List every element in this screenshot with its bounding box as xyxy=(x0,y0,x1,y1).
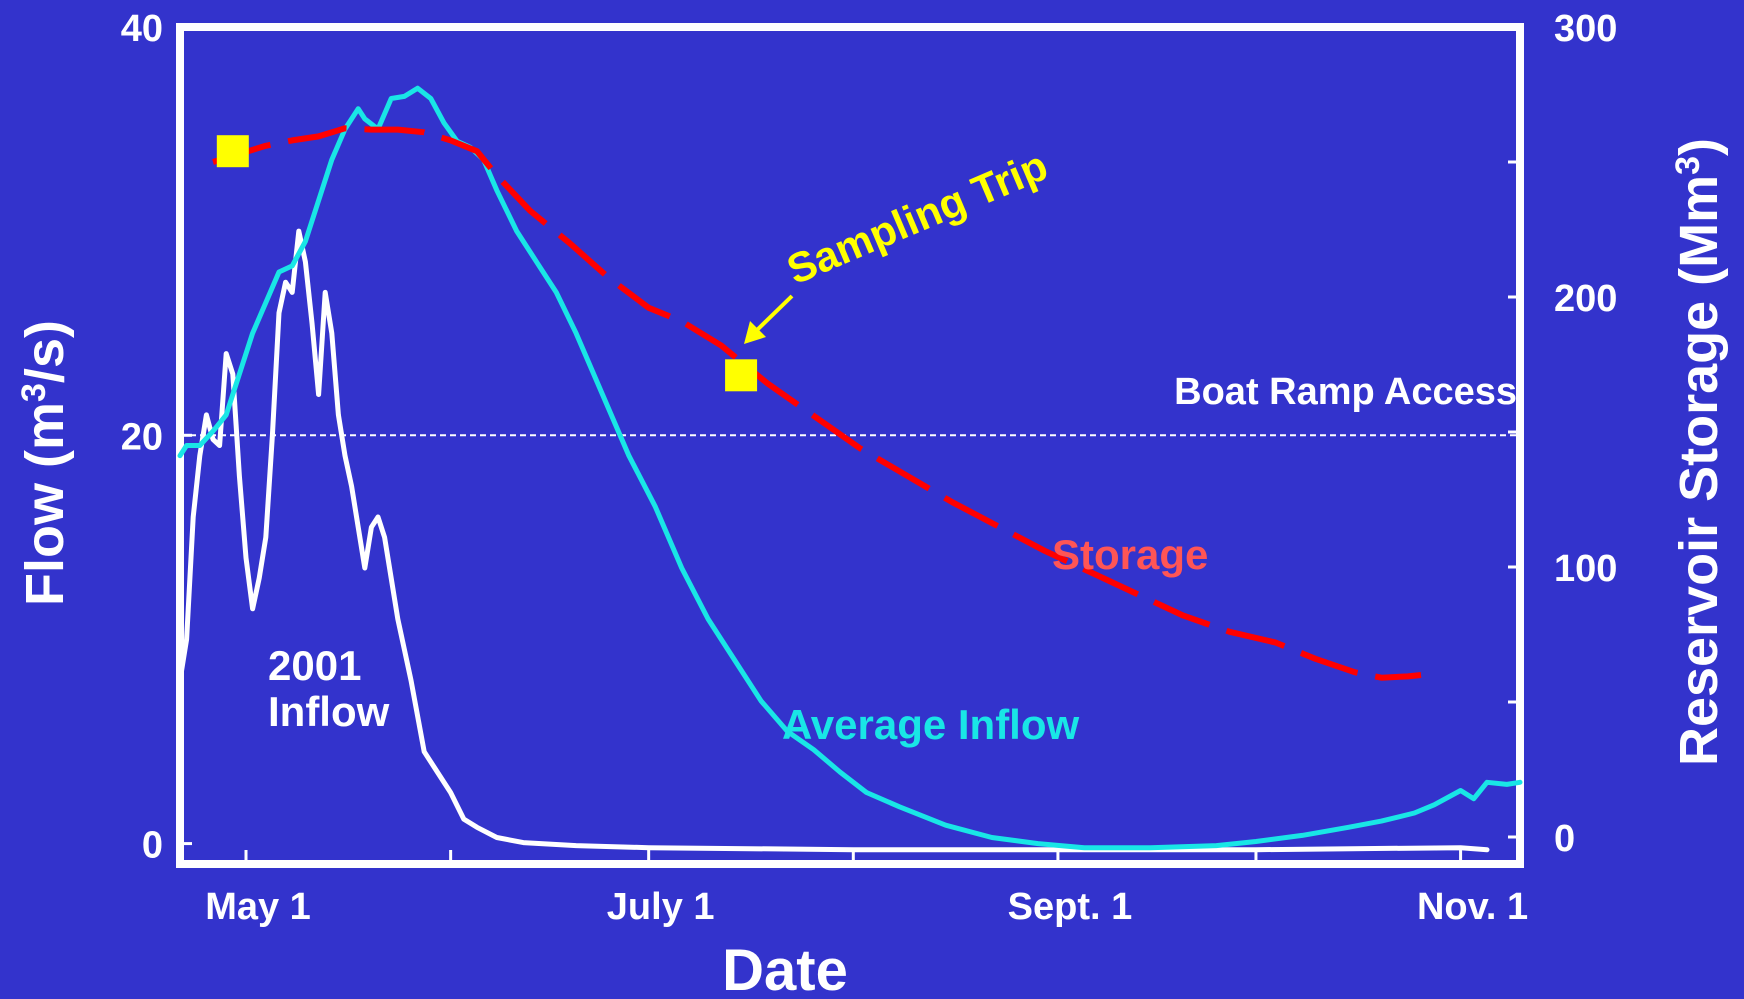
y-left-tick-label-20: 20 xyxy=(121,416,163,458)
y-right-tick-label-0: 0 xyxy=(1554,818,1575,860)
inflow-2001-label-line2: Inflow xyxy=(268,688,390,735)
average-inflow-label: Average Inflow xyxy=(782,701,1080,748)
data-series xyxy=(177,85,1523,853)
y-left-tick-label-40: 40 xyxy=(121,8,163,50)
plot-frame xyxy=(176,23,1524,868)
inflow-2001-label-line1: 2001 xyxy=(268,642,361,689)
sampling-trip-marker-2 xyxy=(725,359,758,392)
y-left-tick-label-0: 0 xyxy=(142,825,163,867)
y-axis-left-title: Flow (m3/s) xyxy=(15,320,75,606)
series-line-average-inflow xyxy=(177,85,1523,851)
sampling-trip-label: Sampling Trip xyxy=(780,142,1054,294)
x-tick-label-nov-1: Nov. 1 xyxy=(1417,886,1528,928)
y-axis-right-title: Reservoir Storage (Mm3) xyxy=(1669,138,1729,766)
boat-ramp-label: Boat Ramp Access xyxy=(1174,371,1517,413)
tick-marks: May 1 July 1 Sept. 1 Nov. 1 0 20 40 0 100 200 300 xyxy=(121,8,1618,928)
x-axis-title: Date xyxy=(722,938,848,999)
series-line-storage xyxy=(212,125,1422,681)
y-right-tick-label-300: 300 xyxy=(1554,8,1617,50)
series-line-2001-inflow xyxy=(177,228,1490,853)
x-tick-label-may-1: May 1 xyxy=(205,886,311,928)
x-tick-label-sept-1: Sept. 1 xyxy=(1008,886,1133,928)
annotations: Boat Ramp Access 2001 Inflow Average Inf… xyxy=(268,142,1517,748)
storage-label: Storage xyxy=(1052,531,1208,578)
sampling-trip-marker-1 xyxy=(216,135,249,168)
y-right-tick-label-100: 100 xyxy=(1554,548,1617,590)
plot-area xyxy=(176,23,1524,868)
sampling-trip-arrow xyxy=(744,294,794,344)
y-right-tick-label-200: 200 xyxy=(1554,278,1617,320)
x-tick-label-july-1: July 1 xyxy=(607,886,715,928)
sampling-markers xyxy=(216,135,758,392)
